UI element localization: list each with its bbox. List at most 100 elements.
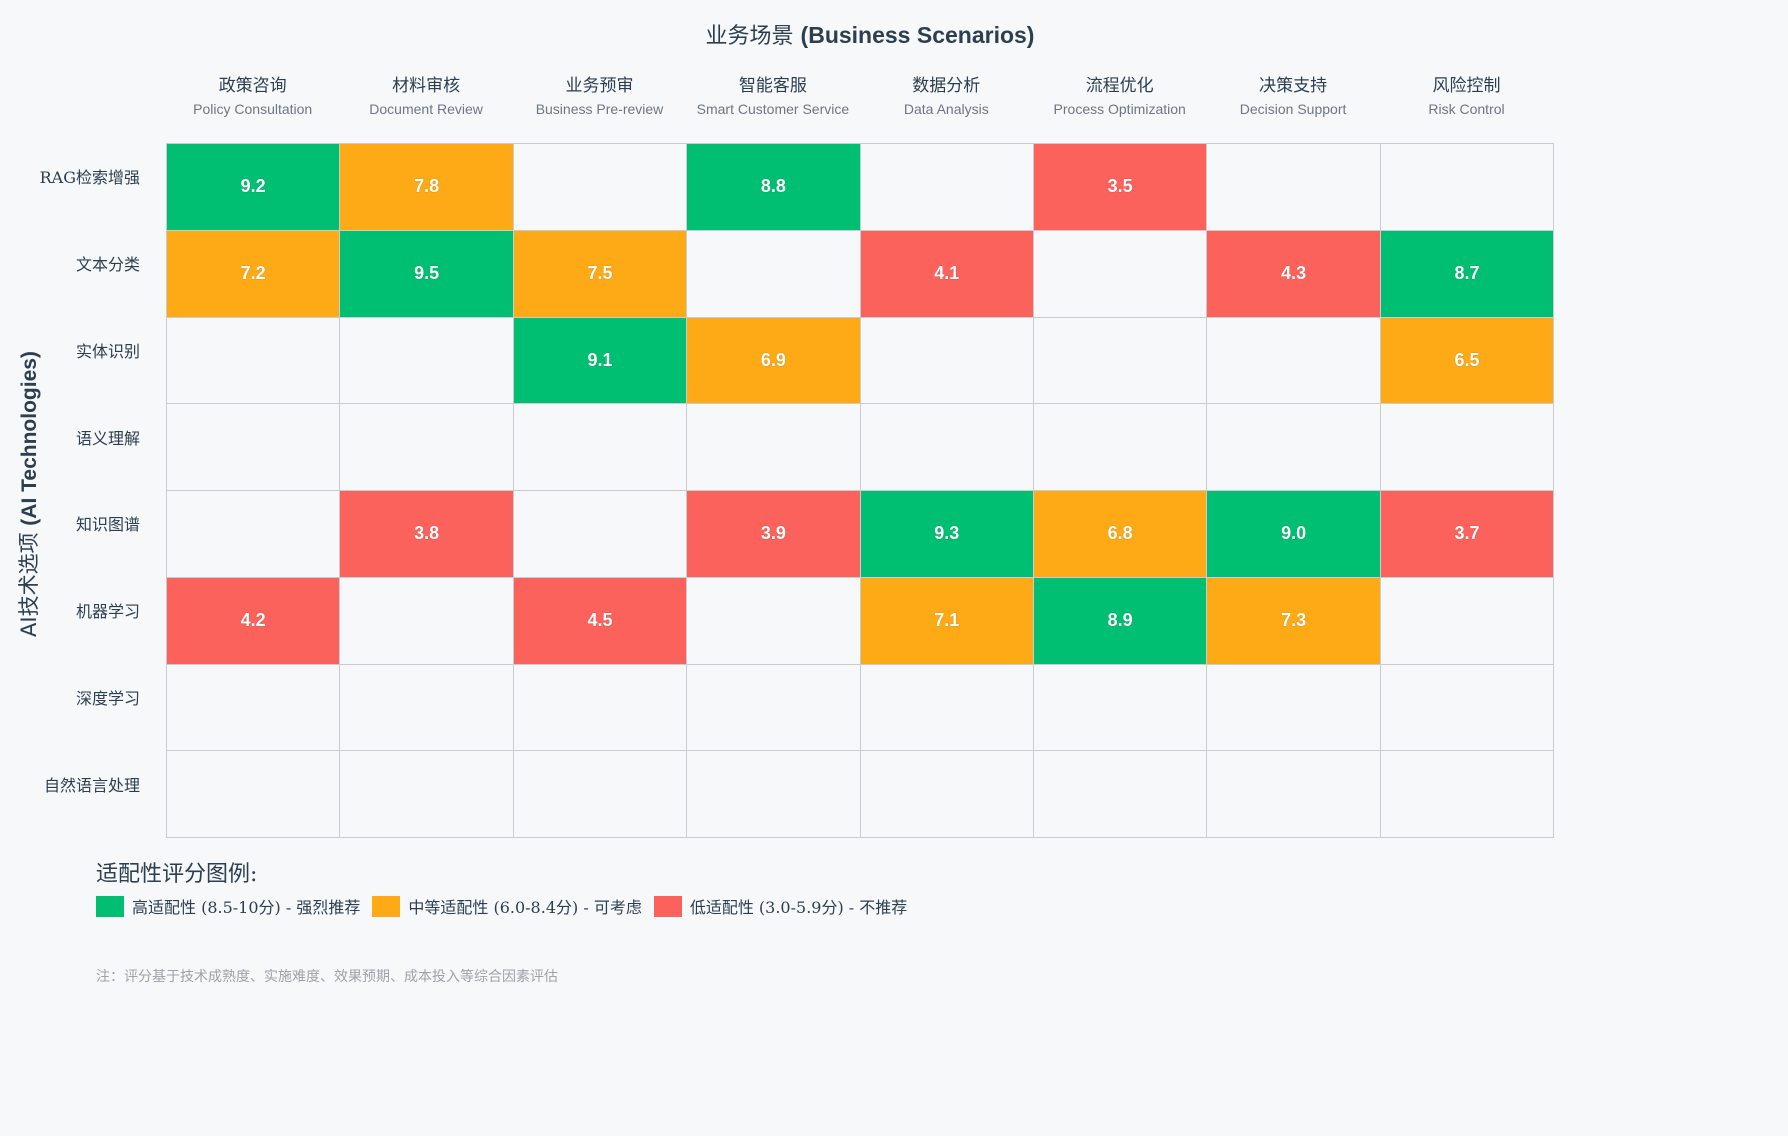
heatmap-cell-empty: [512, 143, 688, 231]
column-header-zh: 风险控制: [1432, 76, 1501, 96]
heatmap-cell: 9.5: [339, 229, 514, 318]
column-header-zh: 决策支持: [1259, 76, 1328, 96]
heatmap-cell-empty: [339, 576, 514, 665]
column-header-zh: 智能客服: [738, 76, 807, 96]
heatmap-grid: 9.2 7.8 8.8 3.5 7.2 9.5 7.5 4.1 4.3 8.7 9.1 6.9 6.5 3…: [166, 143, 1555, 838]
column-header: 流程优化 Process Optimization: [1033, 74, 1206, 120]
column-header: 数据分析 Data Analysis: [860, 74, 1033, 120]
heatmap-cell: 7.1: [859, 576, 1034, 665]
heatmap-cell: 7.3: [1206, 576, 1381, 665]
heatmap-cell-empty: [859, 663, 1034, 752]
column-header-en: Process Optimization: [1053, 101, 1186, 117]
y-axis-title: AI技术选项 (AI Technologies): [13, 351, 43, 637]
heatmap-cell-empty: [339, 750, 514, 838]
chart-title-zh: 业务场景: [705, 24, 794, 49]
column-header-zh: 材料审核: [392, 76, 461, 96]
heatmap-cell: 8.8: [686, 143, 861, 231]
heatmap-cell-empty: [339, 663, 514, 752]
heatmap-cell-empty: [1033, 229, 1208, 318]
heatmap-cell-empty: [166, 663, 341, 752]
row-label: 机器学习: [75, 602, 140, 622]
heatmap-cell: 9.3: [859, 490, 1034, 578]
column-header-zh: 政策咨询: [218, 76, 287, 96]
heatmap-cell-empty: [1206, 316, 1381, 405]
heatmap-cell: 7.2: [166, 229, 341, 318]
heatmap-cell: 4.1: [859, 229, 1034, 318]
heatmap-cell-empty: [512, 750, 688, 838]
heatmap-cell-empty: [512, 490, 688, 578]
column-header: 业务预审 Business Pre-review: [513, 74, 686, 120]
heatmap-cell-empty: [1206, 750, 1381, 838]
heatmap-cell-empty: [1379, 750, 1555, 838]
heatmap-cell-empty: [1379, 143, 1555, 231]
column-header: 智能客服 Smart Customer Service: [686, 74, 859, 120]
legend-item-high: 高适配性 (8.5-10分) - 强烈推荐: [96, 894, 360, 918]
heatmap-cell: 6.5: [1379, 316, 1555, 405]
legend-swatch-high: [96, 895, 124, 917]
heatmap-cell: 9.0: [1206, 490, 1381, 578]
column-header: 政策咨询 Policy Consultation: [166, 74, 339, 120]
row-label: 知识图谱: [75, 515, 140, 535]
heatmap-cell-empty: [686, 576, 861, 665]
legend-swatch-low: [653, 895, 682, 917]
legend-label-high: 高适配性 (8.5-10分) - 强烈推荐: [132, 898, 361, 917]
row-label: 深度学习: [75, 688, 140, 708]
heatmap-cell-empty: [339, 403, 514, 491]
heatmap-cell-empty: [166, 316, 341, 405]
heatmap-cell-empty: [1033, 663, 1208, 752]
column-header-en: Document Review: [369, 101, 483, 117]
heatmap-cell: 4.2: [166, 576, 341, 665]
heatmap-cell: 8.7: [1379, 229, 1555, 318]
heatmap-cell-empty: [1033, 750, 1208, 838]
column-header-zh: 流程优化: [1085, 76, 1154, 96]
heatmap-cell: 4.5: [512, 576, 688, 665]
heatmap-cell-empty: [1033, 403, 1208, 491]
heatmap-cell-empty: [339, 316, 514, 405]
row-label: 实体识别: [75, 341, 140, 361]
chart-title-en: (Business Scenarios): [800, 22, 1035, 48]
y-axis-title-zh: AI技术选项: [17, 532, 41, 637]
column-header: 风险控制 Risk Control: [1380, 74, 1553, 120]
column-header-en: Decision Support: [1239, 101, 1347, 117]
row-label: 自然语言处理: [43, 775, 140, 795]
heatmap-cell-empty: [686, 229, 861, 318]
heatmap-cell: 9.2: [166, 143, 341, 231]
row-label: 文本分类: [75, 255, 140, 275]
heatmap-cell-empty: [1206, 403, 1381, 491]
column-header: 决策支持 Decision Support: [1206, 74, 1379, 120]
column-header-en: Business Pre-review: [535, 101, 664, 117]
heatmap-cell-empty: [1206, 143, 1381, 231]
heatmap-cell-empty: [512, 663, 688, 752]
column-header-zh: 业务预审: [565, 76, 634, 96]
legend-item-low: 低适配性 (3.0-5.9分) - 不推荐: [653, 894, 907, 918]
legend-swatch-medium: [372, 895, 401, 917]
column-header: 材料审核 Document Review: [339, 74, 512, 120]
legend-label-medium: 中等适配性 (6.0-8.4分) - 可考虑: [408, 898, 642, 917]
heatmap-cell-empty: [1033, 316, 1208, 405]
heatmap-cell-empty: [166, 490, 341, 578]
heatmap-cell: 3.8: [339, 490, 514, 578]
column-header-en: Policy Consultation: [193, 101, 313, 117]
row-label: RAG检索增强: [39, 168, 140, 188]
column-header-zh: 数据分析: [912, 76, 981, 96]
heatmap-cell-empty: [166, 750, 341, 838]
heatmap-cell-empty: [1379, 403, 1555, 491]
legend: 高适配性 (8.5-10分) - 强烈推荐 中等适配性 (6.0-8.4分) -…: [96, 894, 919, 918]
column-header-en: Smart Customer Service: [696, 101, 850, 117]
heatmap-cell-empty: [1379, 576, 1555, 665]
heatmap-cell: 8.9: [1033, 576, 1208, 665]
heatmap-cell: 3.5: [1033, 143, 1208, 231]
heatmap-cell: 9.1: [512, 316, 688, 405]
heatmap-cell-empty: [859, 143, 1034, 231]
legend-title: 适配性评分图例:: [96, 862, 258, 887]
heatmap-cell-empty: [686, 403, 861, 491]
heatmap-cell: 4.3: [1206, 229, 1381, 318]
heatmap-cell-empty: [1379, 663, 1555, 752]
column-header-en: Risk Control: [1428, 101, 1505, 117]
heatmap-cell-empty: [512, 403, 688, 491]
chart-title: 业务场景 (Business Scenarios): [0, 18, 1740, 50]
heatmap-cell: 6.8: [1033, 490, 1208, 578]
heatmap-cell: 3.9: [686, 490, 861, 578]
heatmap-cell: 6.9: [686, 316, 861, 405]
heatmap-cell-empty: [686, 663, 861, 752]
